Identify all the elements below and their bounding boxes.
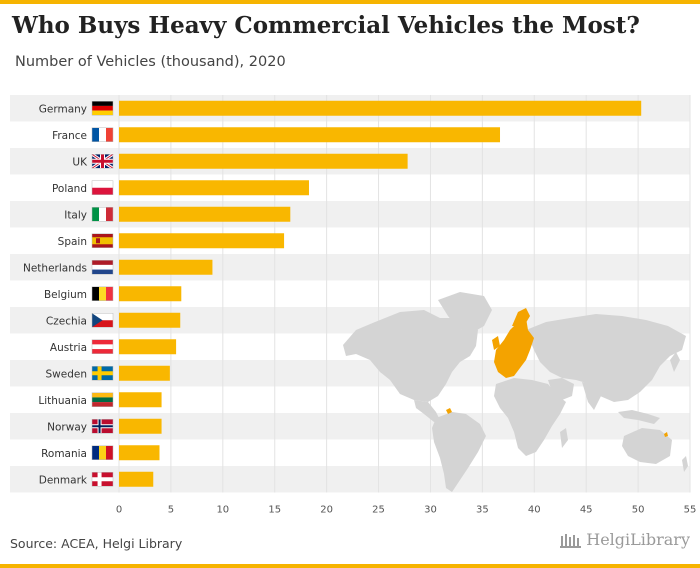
spain-flag-icon [91, 233, 114, 248]
bar-france [119, 127, 501, 143]
x-tick-label: 30 [424, 505, 437, 516]
x-tick-label: 15 [268, 505, 281, 516]
sweden-flag-icon [91, 366, 114, 381]
bar-netherlands [119, 259, 213, 275]
category-label: Italy [64, 209, 87, 221]
category-label: Lithuania [38, 395, 87, 407]
map-africa [494, 378, 566, 456]
category-label: Spain [58, 236, 87, 248]
x-tick-label: 45 [580, 505, 593, 516]
map-australia [622, 428, 672, 464]
bar-czechia [119, 312, 181, 328]
x-tick-label: 35 [476, 505, 489, 516]
category-label: UK [72, 156, 88, 168]
bottom-accent-bar [0, 564, 700, 568]
x-tick-label: 10 [216, 505, 229, 516]
x-tick-label: 25 [372, 505, 385, 516]
category-label: Denmark [39, 474, 88, 486]
norway-flag-icon [91, 419, 114, 434]
brand-name: HelgiLibrary [586, 530, 690, 549]
category-labels: Germany France UK Poland Italy Spain Netherlan… [23, 103, 88, 486]
germany-flag-icon [91, 101, 114, 116]
map-pacific-highlight [664, 432, 668, 437]
map-scandinavia-highlight [512, 308, 530, 326]
uk-flag-icon [91, 153, 114, 170]
category-label: Romania [41, 448, 87, 460]
bar-romania [119, 445, 160, 461]
bar-lithuania [119, 392, 162, 408]
category-label: Germany [39, 103, 87, 115]
category-label: Norway [47, 421, 87, 433]
map-caribbean-highlight [446, 408, 452, 414]
italy-flag-icon [91, 207, 114, 222]
chart-subtitle: Number of Vehicles (thousand), 2020 [15, 54, 286, 70]
x-tick-label: 5 [168, 505, 174, 516]
map-indonesia [618, 410, 660, 424]
category-label: Belgium [44, 289, 87, 301]
map-madagascar [560, 428, 568, 448]
map-central-america [414, 400, 440, 422]
x-tick-label: 0 [116, 505, 122, 516]
bar-norway [119, 418, 162, 434]
map-asia [526, 314, 686, 402]
bars [119, 100, 642, 487]
bar-belgium [119, 286, 182, 302]
category-label: Poland [52, 183, 87, 195]
bar-germany [119, 100, 642, 116]
bar-italy [119, 206, 291, 222]
flags [91, 101, 114, 487]
bar-poland [119, 180, 309, 196]
austria-flag-icon [91, 339, 114, 354]
map-greenland [438, 292, 492, 334]
map-europe-highlight [494, 318, 534, 378]
x-tick-label: 20 [320, 505, 333, 516]
bar-spain [119, 233, 285, 249]
source-note: Source: ACEA, Helgi Library [10, 536, 183, 551]
denmark-flag-icon [91, 472, 114, 487]
map-arabia [548, 378, 574, 400]
map-japan [670, 352, 680, 372]
brand-logo: HelgiLibrary [560, 530, 690, 549]
map-india [582, 382, 602, 410]
map-new-zealand [682, 456, 688, 472]
map-north-america [343, 310, 478, 402]
category-label: Austria [50, 342, 87, 354]
belgium-flag-icon [91, 286, 114, 301]
category-label: Sweden [46, 368, 88, 380]
poland-flag-icon [91, 180, 114, 195]
bar-sweden [119, 365, 170, 381]
x-tick-label: 50 [632, 505, 645, 516]
chart-title: Who Buys Heavy Commercial Vehicles the M… [12, 12, 640, 39]
netherlands-flag-icon [91, 260, 114, 275]
category-label: France [52, 130, 87, 142]
category-label: Czechia [46, 315, 87, 327]
bar-uk [119, 153, 408, 169]
romania-flag-icon [91, 445, 114, 460]
bar-austria [119, 339, 177, 355]
library-icon [560, 533, 582, 548]
czechia-flag-icon [91, 313, 114, 328]
bar-denmark [119, 471, 154, 487]
map-uk-highlight [492, 336, 500, 350]
category-label: Netherlands [23, 262, 87, 274]
france-flag-icon [91, 127, 114, 142]
lithuania-flag-icon [91, 392, 114, 407]
top-accent-bar [0, 0, 700, 4]
map-south-america [432, 412, 486, 492]
x-tick-label: 40 [528, 505, 541, 516]
x-axis-ticks: 0 5 10 15 20 25 30 35 40 45 50 55 [116, 505, 697, 516]
x-tick-label: 55 [684, 505, 697, 516]
world-map [343, 292, 688, 492]
